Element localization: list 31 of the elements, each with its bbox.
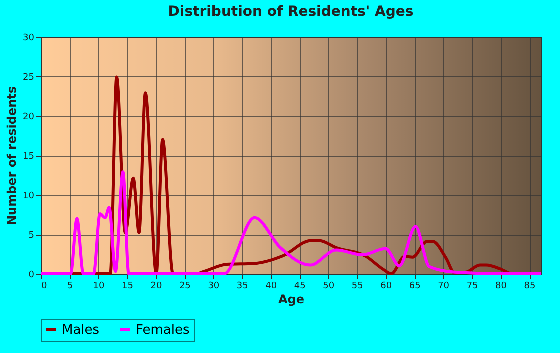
x-tick-label: 10 <box>93 282 105 292</box>
legend-label: Females <box>136 322 190 338</box>
x-tick-label: 35 <box>236 282 248 292</box>
y-tick-label: 0 <box>28 270 35 280</box>
x-tick-label: 80 <box>496 282 508 292</box>
x-tick-label: 60 <box>380 282 392 292</box>
x-tick-label: 70 <box>438 282 450 292</box>
x-tick-label: 0 <box>42 282 48 292</box>
x-tick-label: 65 <box>409 282 421 292</box>
legend-label: Males <box>62 322 100 338</box>
x-tick-label: 30 <box>208 282 220 292</box>
x-tick-label: 75 <box>466 282 478 292</box>
x-tick-label: 5 <box>67 282 74 292</box>
chart-title: Distribution of Residents' Ages <box>168 4 414 20</box>
x-tick-label: 85 <box>524 282 536 292</box>
x-tick-label: 50 <box>323 282 335 292</box>
x-tick-label: 25 <box>179 282 191 292</box>
y-axis-title: Number of residents <box>5 86 20 226</box>
y-tick-label: 25 <box>23 73 34 83</box>
x-tick-label: 40 <box>266 282 278 292</box>
y-tick-label: 10 <box>23 192 35 202</box>
line-series <box>40 170 542 276</box>
y-tick-label: 5 <box>28 231 34 241</box>
x-tick-label: 20 <box>150 282 162 292</box>
y-tick-label: 30 <box>23 34 35 44</box>
x-tick-label: 45 <box>294 282 306 292</box>
x-tick-label: 15 <box>122 282 134 292</box>
y-tick-label: 20 <box>23 112 35 122</box>
x-tick-label: 55 <box>352 282 364 292</box>
y-tick-label: 15 <box>23 152 34 162</box>
x-axis-title: Age <box>278 292 305 306</box>
